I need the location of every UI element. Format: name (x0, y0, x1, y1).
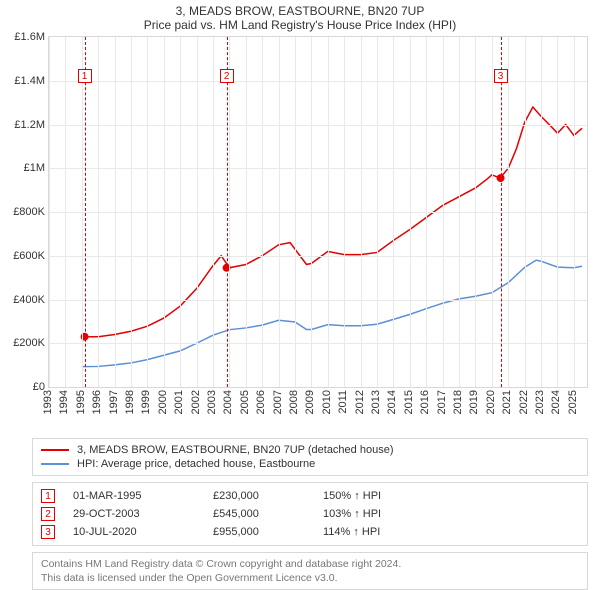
event-pct: 114% ↑ HPI (323, 526, 443, 538)
x-tick-label: 2010 (321, 390, 333, 414)
event-date: 01-MAR-1995 (73, 490, 213, 502)
title-address: 3, MEADS BROW, EASTBOURNE, BN20 7UP (0, 4, 600, 18)
event-pct: 103% ↑ HPI (323, 508, 443, 520)
x-tick-label: 2013 (370, 390, 382, 414)
x-tick-label: 2007 (272, 390, 284, 414)
title-subtitle: Price paid vs. HM Land Registry's House … (0, 18, 600, 32)
x-tick-label: 2001 (173, 390, 185, 414)
x-tick-label: 2011 (337, 390, 349, 414)
x-tick-label: 1998 (124, 390, 136, 414)
x-tick-label: 1994 (58, 390, 70, 414)
x-tick-label: 2005 (239, 390, 251, 414)
event-date: 10-JUL-2020 (73, 526, 213, 538)
y-tick-label: £400K (3, 294, 45, 306)
x-tick-label: 2018 (452, 390, 464, 414)
event-row: 2 29-OCT-2003 £545,000 103% ↑ HPI (41, 505, 579, 523)
footer-line2: This data is licensed under the Open Gov… (41, 571, 579, 585)
y-tick-label: £200K (3, 337, 45, 349)
x-tick-label: 2012 (354, 390, 366, 414)
events-table: 1 01-MAR-1995 £230,000 150% ↑ HPI 2 29-O… (32, 482, 588, 546)
x-tick-label: 1996 (91, 390, 103, 414)
legend-label: HPI: Average price, detached house, East… (77, 458, 315, 470)
x-tick-label: 2003 (206, 390, 218, 414)
chart-title-block: 3, MEADS BROW, EASTBOURNE, BN20 7UP Pric… (0, 0, 600, 34)
x-tick-label: 2020 (485, 390, 497, 414)
legend-swatch (41, 449, 69, 451)
legend-item: HPI: Average price, detached house, East… (41, 457, 579, 471)
footer-line1: Contains HM Land Registry data © Crown c… (41, 557, 579, 571)
x-tick-label: 2019 (468, 390, 480, 414)
line-chart: £0£200K£400K£600K£800K£1M£1.2M£1.4M£1.6M… (48, 36, 588, 388)
x-tick-label: 2025 (567, 390, 579, 414)
event-badge: 1 (41, 489, 55, 503)
x-tick-label: 2022 (518, 390, 530, 414)
x-tick-label: 2009 (304, 390, 316, 414)
y-tick-label: £0 (3, 381, 45, 393)
event-badge: 2 (41, 507, 55, 521)
legend-label: 3, MEADS BROW, EASTBOURNE, BN20 7UP (det… (77, 444, 393, 456)
y-tick-label: £600K (3, 250, 45, 262)
x-tick-label: 2004 (222, 390, 234, 414)
event-row: 1 01-MAR-1995 £230,000 150% ↑ HPI (41, 487, 579, 505)
y-tick-label: £1.2M (3, 119, 45, 131)
x-tick-label: 1993 (42, 390, 54, 414)
event-date: 29-OCT-2003 (73, 508, 213, 520)
event-badge: 3 (41, 525, 55, 539)
x-tick-label: 2023 (534, 390, 546, 414)
event-marker-badge: 1 (78, 69, 92, 83)
legend: 3, MEADS BROW, EASTBOURNE, BN20 7UP (det… (32, 438, 588, 476)
y-tick-label: £1.6M (3, 31, 45, 43)
x-tick-label: 1997 (108, 390, 120, 414)
x-tick-label: 2021 (501, 390, 513, 414)
event-row: 3 10-JUL-2020 £955,000 114% ↑ HPI (41, 523, 579, 541)
legend-item: 3, MEADS BROW, EASTBOURNE, BN20 7UP (det… (41, 443, 579, 457)
y-tick-label: £800K (3, 206, 45, 218)
legend-swatch (41, 463, 69, 465)
x-tick-label: 1995 (75, 390, 87, 414)
x-tick-label: 1999 (140, 390, 152, 414)
event-pct: 150% ↑ HPI (323, 490, 443, 502)
x-axis-ticks: 1993199419951996199719981999200020012002… (48, 390, 588, 432)
footer-attribution: Contains HM Land Registry data © Crown c… (32, 552, 588, 590)
x-tick-label: 2017 (436, 390, 448, 414)
event-marker-badge: 2 (220, 69, 234, 83)
x-tick-label: 2014 (386, 390, 398, 414)
event-price: £545,000 (213, 508, 323, 520)
x-tick-label: 2015 (403, 390, 415, 414)
x-tick-label: 2002 (190, 390, 202, 414)
x-tick-label: 2008 (288, 390, 300, 414)
x-tick-label: 2016 (419, 390, 431, 414)
y-tick-label: £1.4M (3, 75, 45, 87)
event-price: £955,000 (213, 526, 323, 538)
x-tick-label: 2000 (157, 390, 169, 414)
x-tick-label: 2006 (255, 390, 267, 414)
y-tick-label: £1M (3, 162, 45, 174)
x-tick-label: 2024 (550, 390, 562, 414)
event-marker-badge: 3 (494, 69, 508, 83)
event-price: £230,000 (213, 490, 323, 502)
